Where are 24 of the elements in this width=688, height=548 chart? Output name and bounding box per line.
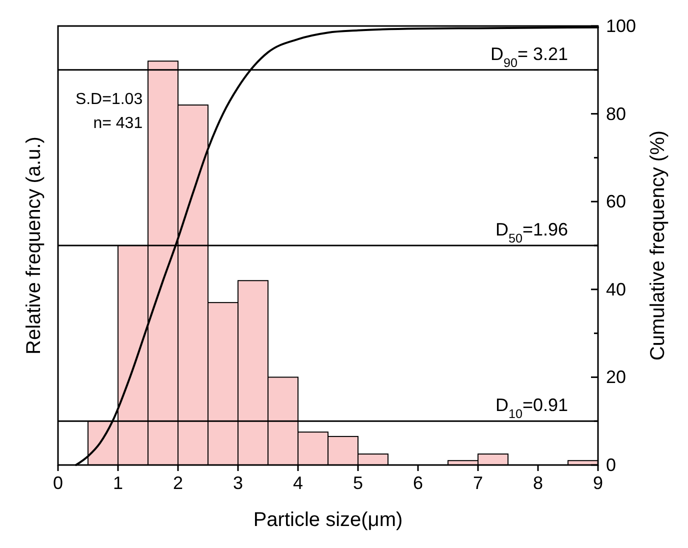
ref-line-label: D$_{10}$=0.91 bbox=[495, 395, 568, 422]
x-tick-label: 1 bbox=[112, 473, 124, 493]
x-tick-label: 7 bbox=[472, 473, 484, 493]
y2-axis-title: Cumulative frequency (%) bbox=[647, 130, 669, 361]
y2-tick-label: 0 bbox=[606, 455, 616, 475]
y2-tick-label: 20 bbox=[606, 367, 626, 388]
x-tick-label: 2 bbox=[172, 473, 184, 493]
x-tick-label: 9 bbox=[592, 473, 604, 493]
x-axis-title: Particle size(μm) bbox=[253, 509, 403, 531]
y2-tick-label: 60 bbox=[606, 192, 626, 212]
annotation: n= 431 bbox=[93, 115, 143, 132]
y2-tick-label: 100 bbox=[606, 16, 636, 36]
y-axis-title: Relative frequency (a.u.) bbox=[23, 136, 45, 354]
annotation: S.D=1.03 bbox=[75, 91, 143, 108]
y2-tick-label: 80 bbox=[606, 104, 626, 124]
x-tick-label: 8 bbox=[532, 473, 544, 493]
x-tick-label: 6 bbox=[412, 473, 424, 493]
x-tick-label: 5 bbox=[352, 473, 364, 493]
ref-line-label: D$_{90}$= 3.21 bbox=[490, 44, 568, 70]
x-tick-label: 4 bbox=[292, 473, 304, 493]
y2-tick-label: 40 bbox=[606, 279, 626, 300]
x-tick-label: 0 bbox=[52, 473, 64, 493]
ref-line-label: D$_{50}$=1.96 bbox=[495, 220, 568, 246]
x-tick-label: 3 bbox=[232, 473, 244, 493]
